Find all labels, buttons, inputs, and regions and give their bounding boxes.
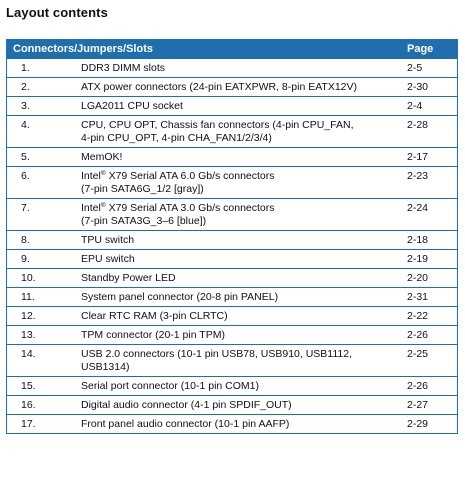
row-description: Digital audio connector (4-1 pin SPDIF_O… <box>78 395 403 415</box>
row-page: 2-26 <box>403 325 457 345</box>
description-line: Intel® X79 Serial ATA 6.0 Gb/s connector… <box>81 170 275 182</box>
row-description: TPU switch <box>78 230 403 250</box>
description-line: DDR3 DIMM slots <box>81 62 166 74</box>
description-line: (7-pin SATA3G_3–6 [blue]) <box>81 215 207 227</box>
row-page: 2-31 <box>403 287 457 307</box>
description-line: Front panel audio connector (10-1 pin AA… <box>81 418 290 430</box>
row-number: 6. <box>7 166 78 199</box>
row-description: Standby Power LED <box>78 268 403 288</box>
table-row: 3. LGA2011 CPU socket 2-4 <box>7 96 457 116</box>
header-connectors: Connectors/Jumpers/Slots <box>7 40 403 59</box>
table-header-row: Connectors/Jumpers/Slots Page <box>7 40 457 59</box>
description-line: TPU switch <box>81 234 135 246</box>
row-number: 13. <box>7 325 78 345</box>
row-description: CPU, CPU OPT, Chassis fan connectors (4-… <box>78 115 403 148</box>
table-row: 13. TPM connector (20-1 pin TPM) 2-26 <box>7 325 457 345</box>
layout-contents-table: Connectors/Jumpers/Slots Page 1. DDR3 DIM… <box>6 39 458 434</box>
row-description: ATX power connectors (24-pin EATXPWR, 8-… <box>78 77 403 97</box>
table-row: 9. EPU switch 2-19 <box>7 249 457 269</box>
table-row: 7. Intel® X79 Serial ATA 3.0 Gb/s connect… <box>7 198 457 231</box>
row-description: Intel® X79 Serial ATA 6.0 Gb/s connector… <box>78 166 403 199</box>
header-page: Page <box>403 40 457 59</box>
description-line: ATX power connectors (24-pin EATXPWR, 8-… <box>81 81 358 93</box>
row-description: DDR3 DIMM slots <box>78 58 403 78</box>
row-description: Front panel audio connector (10-1 pin AA… <box>78 414 403 433</box>
row-description: Clear RTC RAM (3-pin CLRTC) <box>78 306 403 326</box>
row-number: 2. <box>7 77 78 97</box>
row-description: Serial port connector (10-1 pin COM1) <box>78 376 403 396</box>
row-description: System panel connector (20-8 pin PANEL) <box>78 287 403 307</box>
row-page: 2-19 <box>403 249 457 269</box>
registered-mark: ® <box>100 170 106 177</box>
row-page: 2-29 <box>403 414 457 433</box>
row-number: 17. <box>7 414 78 433</box>
row-number: 11. <box>7 287 78 307</box>
description-line: 4-pin CPU_OPT, 4-pin CHA_FAN1/2/3/4) <box>81 132 272 144</box>
table-row: 8. TPU switch 2-18 <box>7 230 457 250</box>
row-description: LGA2011 CPU socket <box>78 96 403 116</box>
row-page: 2-23 <box>403 166 457 199</box>
row-page: 2-4 <box>403 96 457 116</box>
row-number: 12. <box>7 306 78 326</box>
description-line: Intel® X79 Serial ATA 3.0 Gb/s connector… <box>81 202 275 214</box>
row-number: 10. <box>7 268 78 288</box>
row-number: 15. <box>7 376 78 396</box>
row-description: TPM connector (20-1 pin TPM) <box>78 325 403 345</box>
row-number: 1. <box>7 58 78 78</box>
table-row: 10. Standby Power LED 2-20 <box>7 268 457 288</box>
row-page: 2-17 <box>403 147 457 167</box>
table-row: 11. System panel connector (20-8 pin PANE… <box>7 287 457 307</box>
row-number: 9. <box>7 249 78 269</box>
table-row: 6. Intel® X79 Serial ATA 6.0 Gb/s connect… <box>7 166 457 199</box>
description-line: LGA2011 CPU socket <box>81 100 183 112</box>
description-line: Clear RTC RAM (3-pin CLRTC) <box>81 310 228 322</box>
description-line: System panel connector (20-8 pin PANEL) <box>81 291 279 303</box>
description-line: USB1314) <box>81 361 130 373</box>
description-line: MemOK! <box>81 151 123 163</box>
row-page: 2-24 <box>403 198 457 231</box>
table-body: 1. DDR3 DIMM slots 2-5 2. ATX power connecto… <box>7 58 457 433</box>
table-row: 5. MemOK! 2-17 <box>7 147 457 167</box>
contents-table: Connectors/Jumpers/Slots Page 1. DDR3 DIM… <box>7 40 457 433</box>
description-line: EPU switch <box>81 253 135 265</box>
row-page: 2-25 <box>403 344 457 377</box>
row-number: 3. <box>7 96 78 116</box>
row-number: 16. <box>7 395 78 415</box>
row-number: 7. <box>7 198 78 231</box>
row-page: 2-26 <box>403 376 457 396</box>
row-description: Intel® X79 Serial ATA 3.0 Gb/s connector… <box>78 198 403 231</box>
table-row: 4. CPU, CPU OPT, Chassis fan connectors (… <box>7 115 457 148</box>
description-line: Serial port connector (10-1 pin COM1) <box>81 380 259 392</box>
row-number: 5. <box>7 147 78 167</box>
row-page: 2-28 <box>403 115 457 148</box>
row-page: 2-27 <box>403 395 457 415</box>
row-page: 2-20 <box>403 268 457 288</box>
row-number: 8. <box>7 230 78 250</box>
row-page: 2-30 <box>403 77 457 97</box>
description-line: CPU, CPU OPT, Chassis fan connectors (4-… <box>81 119 354 131</box>
table-row: 1. DDR3 DIMM slots 2-5 <box>7 58 457 78</box>
row-page: 2-22 <box>403 306 457 326</box>
table-row: 16. Digital audio connector (4-1 pin SPDI… <box>7 395 457 415</box>
row-description: MemOK! <box>78 147 403 167</box>
section-title: Layout contents <box>6 5 108 20</box>
table-row: 14. USB 2.0 connectors (10-1 pin USB78, U… <box>7 344 457 377</box>
registered-mark: ® <box>100 202 106 209</box>
description-line: (7-pin SATA6G_1/2 [gray]) <box>81 183 204 195</box>
table-row: 2. ATX power connectors (24-pin EATXPWR, … <box>7 77 457 97</box>
description-line: TPM connector (20-1 pin TPM) <box>81 329 225 341</box>
table-row: 12. Clear RTC RAM (3-pin CLRTC) 2-22 <box>7 306 457 326</box>
description-line: Digital audio connector (4-1 pin SPDIF_O… <box>81 399 292 411</box>
row-description: EPU switch <box>78 249 403 269</box>
table-row: 15. Serial port connector (10-1 pin COM1)… <box>7 376 457 396</box>
description-line: Standby Power LED <box>81 272 176 284</box>
row-page: 2-5 <box>403 58 457 78</box>
description-line: USB 2.0 connectors (10-1 pin USB78, USB9… <box>81 348 353 360</box>
row-number: 14. <box>7 344 78 377</box>
row-page: 2-18 <box>403 230 457 250</box>
row-number: 4. <box>7 115 78 148</box>
table-row: 17. Front panel audio connector (10-1 pin… <box>7 414 457 433</box>
row-description: USB 2.0 connectors (10-1 pin USB78, USB9… <box>78 344 403 377</box>
